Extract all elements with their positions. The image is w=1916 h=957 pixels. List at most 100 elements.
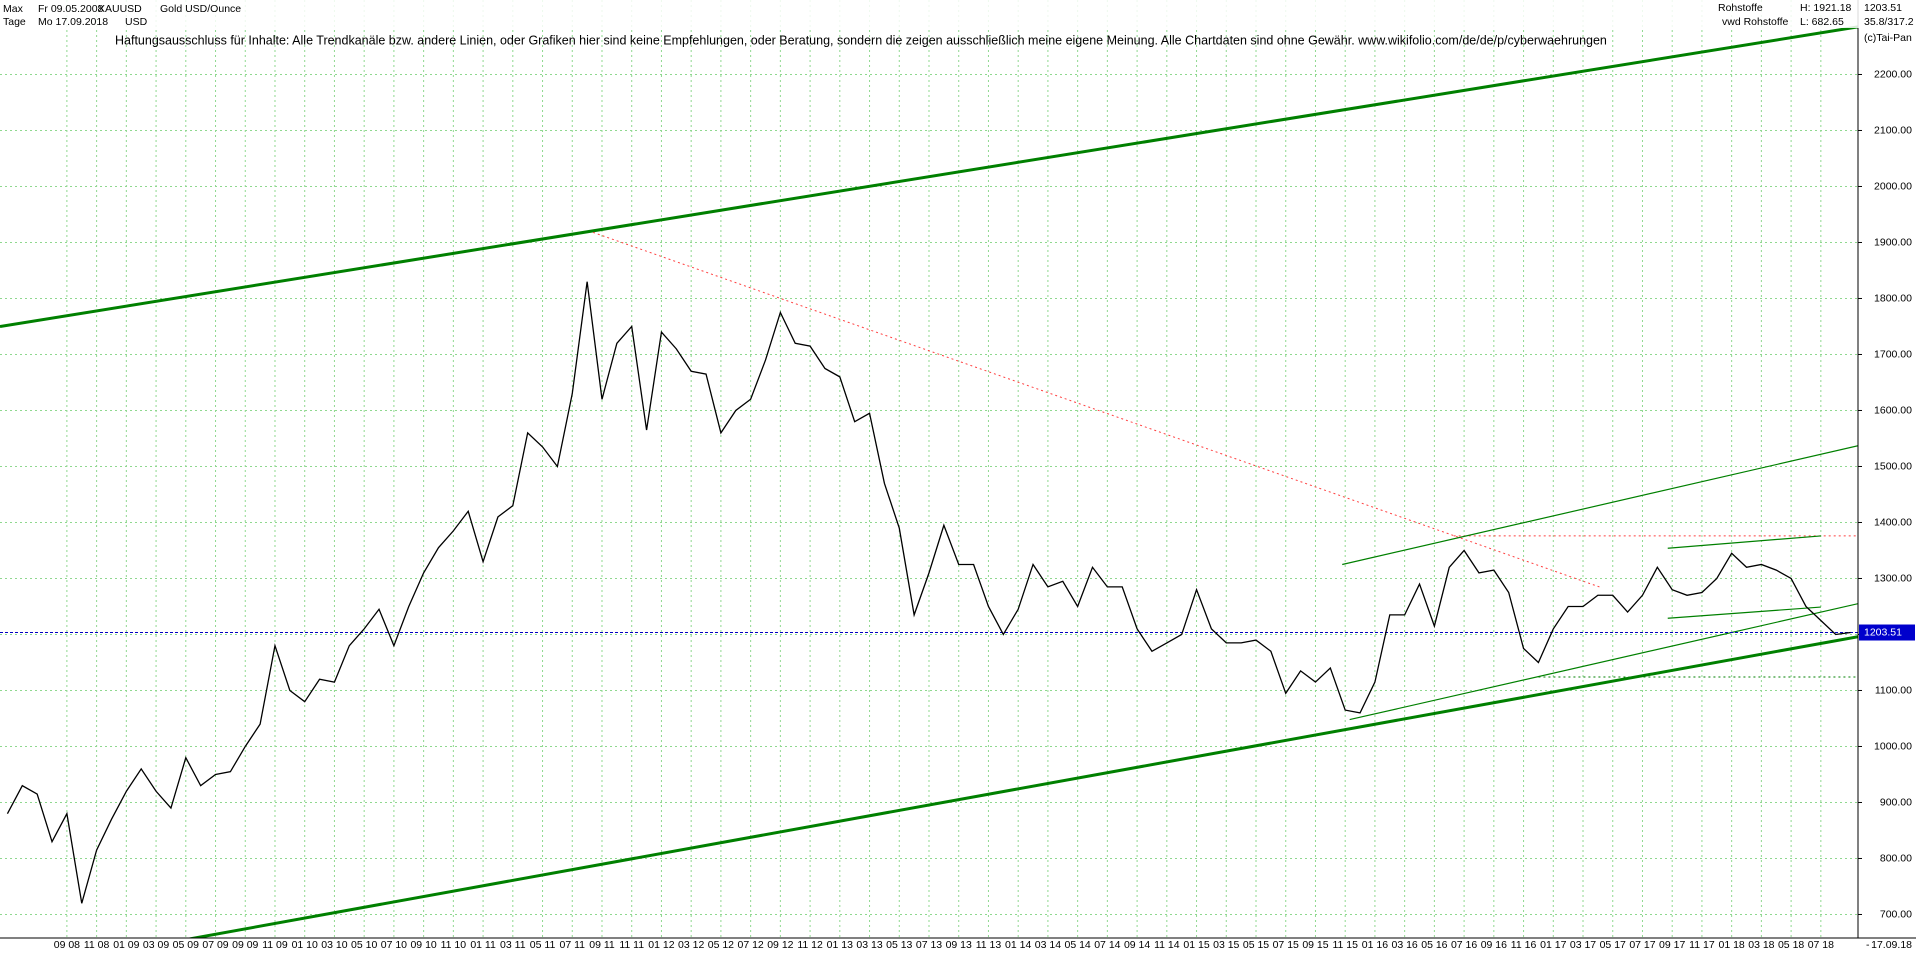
plot-area bbox=[0, 25, 1858, 938]
x-tick-label: 07 12 bbox=[737, 939, 763, 951]
y-tick-label: 900.00 bbox=[1880, 796, 1912, 808]
x-tick-label: 09 14 bbox=[1124, 939, 1150, 951]
x-tick-label: 07 11 bbox=[560, 939, 586, 951]
chart-title: Gold USD/Ounce bbox=[160, 3, 241, 15]
x-tick-label: 03 10 bbox=[321, 939, 347, 951]
y-tick-label: 1900.00 bbox=[1874, 236, 1912, 248]
x-tick-label: 07 15 bbox=[1273, 939, 1299, 951]
x-tick-label: 05 13 bbox=[886, 939, 912, 951]
symbol: XAUUSD bbox=[98, 3, 142, 15]
x-tick-label: 07 10 bbox=[381, 939, 407, 951]
x-tick-label: 03 14 bbox=[1035, 939, 1061, 951]
y-tick-label: 1600.00 bbox=[1874, 404, 1912, 416]
high-label: H: 1921.18 bbox=[1800, 2, 1852, 14]
x-tick-label: 01 09 bbox=[113, 939, 139, 951]
x-tick-label: 09 15 bbox=[1302, 939, 1328, 951]
x-tick-label: 05 11 bbox=[530, 939, 556, 951]
x-tick-label: 07 09 bbox=[202, 939, 228, 951]
x-tick-label: 09 12 bbox=[767, 939, 793, 951]
trend-line bbox=[1349, 603, 1858, 721]
x-tick-label: 05 10 bbox=[351, 939, 377, 951]
x-tick-label: 09 08 bbox=[54, 939, 80, 951]
x-tick-label: 05 16 bbox=[1421, 939, 1447, 951]
x-tick-label: 01 16 bbox=[1362, 939, 1388, 951]
x-tick-label: 05 17 bbox=[1600, 939, 1626, 951]
y-tick-label: 1400.00 bbox=[1874, 516, 1912, 528]
x-tick-label: 11 15 bbox=[1332, 939, 1358, 951]
x-tick-label: 11 13 bbox=[976, 939, 1002, 951]
x-tick-label: 01 12 bbox=[648, 939, 674, 951]
x-tick-label: 01 11 bbox=[470, 939, 496, 951]
x-tick-label: 11 14 bbox=[1154, 939, 1180, 951]
trend-line bbox=[1667, 535, 1821, 549]
y-tick-label: 1700.00 bbox=[1874, 348, 1912, 360]
market: Rohstoffe bbox=[1718, 2, 1763, 14]
x-tick-label: 11 10 bbox=[441, 939, 467, 951]
x-tick-label: 01 10 bbox=[292, 939, 318, 951]
x-tick-label: 11 11 bbox=[619, 939, 644, 951]
x-tick-label: 09 16 bbox=[1481, 939, 1507, 951]
scale-label: 35.8/317.2 bbox=[1864, 16, 1914, 28]
last-price-header: 1203.51 bbox=[1864, 2, 1902, 14]
axis-dash: - bbox=[1866, 939, 1870, 951]
x-tick-label: 11 12 bbox=[797, 939, 823, 951]
currency: USD bbox=[125, 16, 148, 28]
y-tick-label: 2100.00 bbox=[1874, 124, 1912, 136]
x-tick-label: 03 16 bbox=[1392, 939, 1418, 951]
x-tick-label: 01 15 bbox=[1183, 939, 1209, 951]
x-tick-label: 01 13 bbox=[827, 939, 853, 951]
x-tick-label: 03 11 bbox=[500, 939, 526, 951]
x-tick-label: 03 15 bbox=[1213, 939, 1239, 951]
last-price-box bbox=[1859, 624, 1915, 641]
source: vwd Rohstoffe bbox=[1722, 16, 1789, 28]
y-tick-label: 1300.00 bbox=[1874, 572, 1912, 584]
start-date: Fr 09.05.2008 bbox=[38, 3, 104, 15]
x-tick-label: 09 09 bbox=[232, 939, 258, 951]
x-tick-label: 03 17 bbox=[1570, 939, 1596, 951]
x-tick-label: 03 13 bbox=[856, 939, 882, 951]
x-tick-label: 05 09 bbox=[173, 939, 199, 951]
x-tick-label: 01 14 bbox=[1005, 939, 1031, 951]
x-tick-label: 05 18 bbox=[1778, 939, 1804, 951]
last-price-label: 1203.51 bbox=[1864, 626, 1902, 638]
x-tick-label: 07 16 bbox=[1451, 939, 1477, 951]
x-tick-label: 07 14 bbox=[1094, 939, 1120, 951]
trend-line bbox=[0, 25, 1858, 328]
x-tick-label: 09 11 bbox=[589, 939, 615, 951]
x-tick-label: 11 08 bbox=[84, 939, 110, 951]
x-tick-label: 07 13 bbox=[916, 939, 942, 951]
x-tick-label: 09 17 bbox=[1659, 939, 1685, 951]
x-tick-label: 11 17 bbox=[1689, 939, 1715, 951]
grid bbox=[0, 0, 1858, 938]
x-tick-label: 11 16 bbox=[1511, 939, 1537, 951]
y-tick-label: 800.00 bbox=[1880, 852, 1912, 864]
x-tick-label: 03 09 bbox=[143, 939, 169, 951]
trend-line bbox=[186, 635, 1858, 938]
y-tick-label: 2000.00 bbox=[1874, 180, 1912, 192]
x-tick-label: 07 17 bbox=[1629, 939, 1655, 951]
x-tick-label: 07 18 bbox=[1808, 939, 1834, 951]
x-tick-label: 05 14 bbox=[1064, 939, 1090, 951]
y-tick-label: 1500.00 bbox=[1874, 460, 1912, 472]
copyright: (c)Tai-Pan bbox=[1864, 32, 1912, 44]
y-tick-label: 1100.00 bbox=[1875, 684, 1912, 696]
x-tick-label: 03 12 bbox=[678, 939, 704, 951]
trend-line bbox=[1667, 606, 1821, 619]
x-tick-label: 09 13 bbox=[946, 939, 972, 951]
interval-label: Tage bbox=[3, 16, 26, 28]
header-band bbox=[0, 0, 1916, 28]
end-date: Mo 17.09.2018 bbox=[38, 16, 108, 28]
x-tick-label: 05 12 bbox=[708, 939, 734, 951]
y-tick-label: 1000.00 bbox=[1874, 740, 1912, 752]
range-label: Max bbox=[3, 3, 24, 15]
x-tick-label: 01 18 bbox=[1719, 939, 1745, 951]
y-tick-label: 2200.00 bbox=[1874, 68, 1912, 80]
axis-end-date: 17.09.18 bbox=[1871, 939, 1912, 951]
x-tick-label: 01 17 bbox=[1540, 939, 1566, 951]
disclaimer: Haftungsausschluss für Inhalte: Alle Tre… bbox=[115, 33, 1607, 47]
trend-line bbox=[1342, 445, 1858, 566]
y-tick-label: 700.00 bbox=[1880, 908, 1912, 920]
x-tick-label: 03 18 bbox=[1748, 939, 1774, 951]
